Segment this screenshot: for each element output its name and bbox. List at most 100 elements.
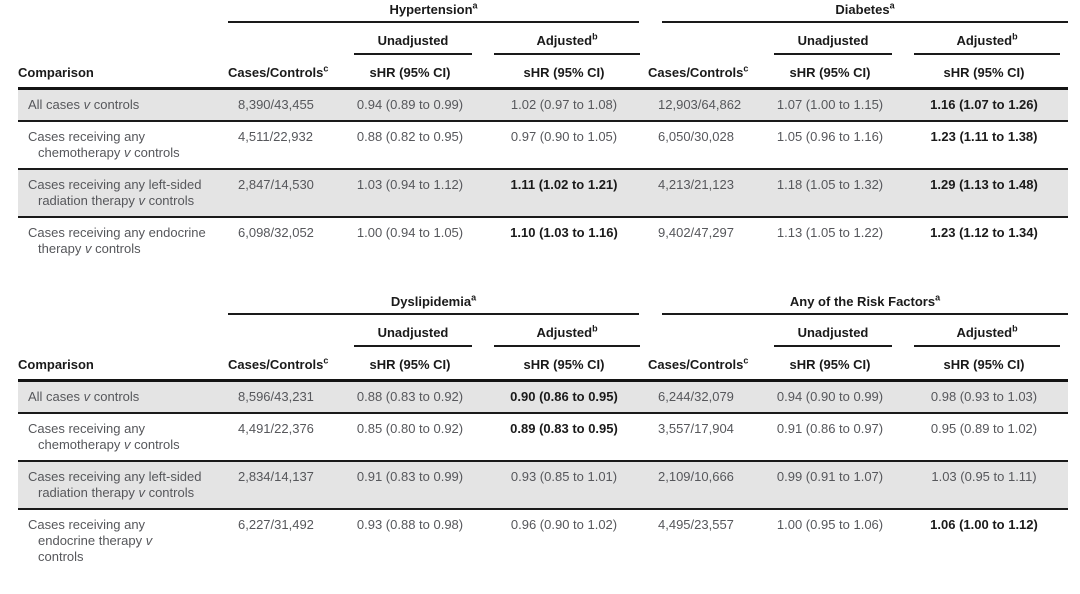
cases-controls-cell: 8,390/43,455 [228, 88, 340, 122]
unadjusted-shr-cell: 0.99 (0.91 to 1.07) [760, 461, 900, 510]
unadjusted-header: Unadjusted [340, 23, 480, 55]
footnote-marker: c [323, 63, 329, 74]
adjusted-shr-cell: 0.95 (0.89 to 1.02) [900, 413, 1069, 462]
cases-controls-column-header: Cases/Controlsc [648, 55, 761, 90]
cases-controls-cell: 4,491/22,376 [228, 413, 340, 462]
unadjusted-shr-cell: 1.00 (0.95 to 1.06) [776, 517, 884, 532]
adjusted-shr-cell: 0.98 (0.93 to 1.03) [900, 380, 1069, 414]
group-label: Dyslipidemia [390, 294, 472, 309]
blank-cell [648, 23, 760, 55]
group-label: Hypertension [389, 2, 473, 17]
column-header-row: Comparison Cases/Controlsc sHR (95% CI) … [18, 55, 1069, 90]
blank-cell [18, 315, 228, 347]
comparison-column-header: Comparison [18, 347, 228, 382]
cases-controls-cell: 6,098/32,052 [238, 225, 314, 240]
adjusted-shr-cell: 1.02 (0.97 to 1.08) [480, 88, 649, 122]
adjusted-shr-cell: 0.89 (0.83 to 0.95) [480, 413, 648, 462]
subcol-label: Adjusted [956, 325, 1013, 340]
adjusted-shr-cell: 1.10 (1.03 to 1.16) [510, 225, 618, 240]
footnote-marker: c [323, 355, 329, 366]
adjusted-shr-cell: 1.06 (1.00 to 1.12) [930, 517, 1038, 532]
adjusted-shr-cell: 1.11 (1.02 to 1.21) [480, 169, 649, 218]
cases-controls-cell: 3,557/17,904 [648, 413, 760, 462]
group-header-any-risk-factors: Any of the Risk Factorsa [648, 293, 1069, 315]
footnote-marker: c [743, 63, 749, 74]
shr-column-header: sHR (95% CI) [760, 347, 900, 382]
shr-column-header: sHR (95% CI) [760, 55, 901, 90]
footnote-marker: b [1012, 31, 1018, 42]
blank-cell [18, 2, 228, 23]
comparison-cell: Cases receiving any chemotherapy v contro… [18, 121, 228, 170]
subcol-label: Adjusted [956, 33, 1013, 48]
shr-column-header: sHR (95% CI) [900, 347, 1069, 382]
comparison-cell: Cases receiving any left-sided radiation … [18, 461, 228, 510]
comparison-column-header: Comparison [18, 55, 228, 90]
subcol-label: Adjusted [536, 33, 593, 48]
group-header-row: Dyslipidemiaa Any of the Risk Factorsa [18, 292, 1069, 315]
adjusted-shr-cell: 1.23 (1.12 to 1.34) [930, 225, 1038, 240]
unadjusted-shr-cell: 0.88 (0.82 to 0.95) [340, 121, 480, 170]
adjusted-shr-cell: 1.16 (1.07 to 1.26) [900, 88, 1069, 122]
unadjusted-shr-cell: 0.85 (0.80 to 0.92) [340, 413, 480, 462]
adjusted-header: Adjustedb [900, 315, 1068, 347]
adjusted-header: Adjustedb [480, 23, 648, 55]
comparison-cell: Cases receiving any left-sided radiation … [18, 169, 228, 218]
adjusted-shr-cell: 0.90 (0.86 to 0.95) [480, 380, 648, 414]
column-header-row: Comparison Cases/Controlsc sHR (95% CI) … [18, 347, 1069, 382]
comparison-cell: All cases v controls [18, 88, 228, 122]
comparison-cell: Cases receiving any endocrine therapy v co… [28, 517, 153, 564]
blank-cell [648, 315, 760, 347]
unadjusted-header: Unadjusted [760, 315, 900, 347]
footnote-marker: a [471, 292, 477, 303]
cases-controls-column-header: Cases/Controlsc [228, 347, 340, 382]
adjusted-shr-cell: 1.29 (1.13 to 1.48) [900, 169, 1069, 218]
table-row: Cases receiving any endocrine therapy v co… [18, 509, 1068, 572]
adjusted-shr-cell: 1.23 (1.11 to 1.38) [900, 121, 1069, 170]
footnote-marker: a [889, 0, 895, 11]
group-header-hypertension: Hypertensiona [228, 0, 648, 23]
footnote-marker: b [1012, 323, 1018, 334]
subcol-label: Unadjusted [797, 325, 869, 340]
table-row: All cases v controls 8,390/43,455 0.94 (… [18, 88, 1069, 122]
subcol-label: Adjusted [536, 325, 593, 340]
subcol-label: Unadjusted [377, 33, 449, 48]
unadjusted-header: Unadjusted [760, 23, 900, 55]
shr-column-header: sHR (95% CI) [900, 55, 1069, 90]
adjusted-shr-cell: 0.93 (0.85 to 1.01) [480, 461, 648, 510]
cases-controls-cell: 4,511/22,932 [228, 121, 340, 170]
blank-cell [228, 23, 340, 55]
comparison-cell: Cases receiving any endocrine therapy v c… [28, 225, 206, 256]
footnote-marker: a [472, 0, 478, 11]
unadjusted-header: Unadjusted [340, 315, 480, 347]
cases-controls-column-header: Cases/Controlsc [228, 55, 340, 90]
unadjusted-shr-cell: 1.03 (0.94 to 1.12) [340, 169, 480, 218]
unadjusted-shr-cell: 0.93 (0.88 to 0.98) [356, 517, 464, 532]
subgroup-header-row: Unadjusted Adjustedb Unadjusted Adjusted… [18, 315, 1068, 347]
table-hypertension-diabetes: Hypertensiona Diabetesa Unadjusted Adjus… [18, 0, 1069, 264]
blank-cell [228, 315, 340, 347]
cases-controls-cell: 6,227/31,492 [238, 517, 314, 532]
table-row: Cases receiving any chemotherapy v contro… [18, 121, 1069, 170]
group-header-diabetes: Diabetesa [648, 0, 1069, 23]
group-header-dyslipidemia: Dyslipidemiaa [228, 292, 648, 315]
adjusted-header: Adjustedb [480, 315, 648, 347]
blank-cell [18, 23, 228, 55]
table-row: Cases receiving any endocrine therapy v c… [18, 217, 1068, 264]
cases-controls-cell: 6,244/32,079 [648, 380, 760, 414]
footnote-marker: c [743, 355, 749, 366]
shr-column-header: sHR (95% CI) [340, 347, 480, 382]
table-row: All cases v controls 8,596/43,231 0.88 (… [18, 380, 1069, 414]
group-header-row: Hypertensiona Diabetesa [18, 0, 1069, 23]
cases-controls-cell: 2,847/14,530 [228, 169, 340, 218]
group-label: Any of the Risk Factors [789, 294, 936, 309]
blank-cell [18, 294, 228, 315]
cases-controls-cell: 2,834/14,137 [228, 461, 340, 510]
cases-controls-cell: 2,109/10,666 [648, 461, 760, 510]
cases-controls-cell: 12,903/64,862 [648, 88, 761, 122]
table-row: Cases receiving any left-sided radiation … [18, 461, 1069, 510]
unadjusted-shr-cell: 1.13 (1.05 to 1.22) [776, 225, 884, 240]
shr-column-header: sHR (95% CI) [340, 55, 480, 90]
cases-controls-cell: 4,495/23,557 [658, 517, 734, 532]
subgroup-header-row: Unadjusted Adjustedb Unadjusted Adjusted… [18, 23, 1068, 55]
cases-controls-cell: 4,213/21,123 [648, 169, 761, 218]
